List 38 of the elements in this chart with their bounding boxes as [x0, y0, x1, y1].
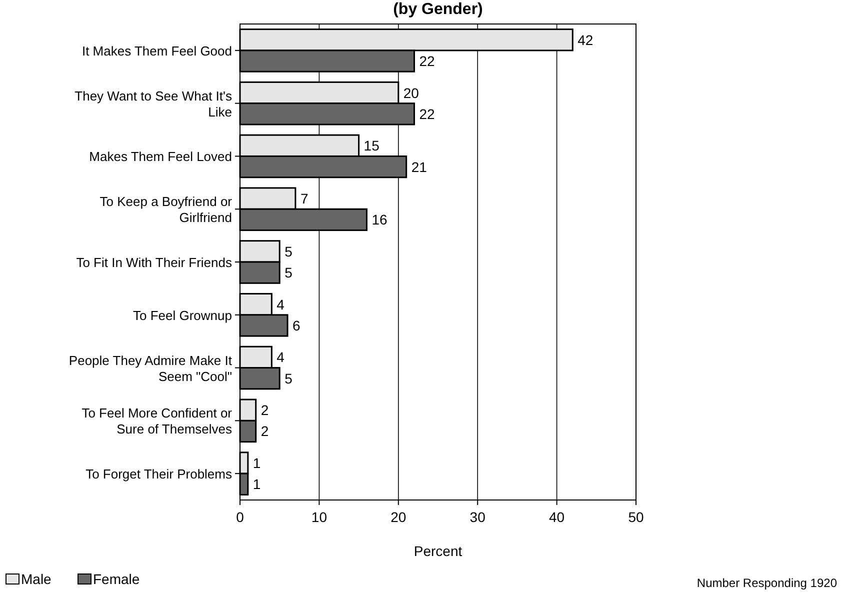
chart-title: (by Gender): [393, 1, 483, 18]
text: Number Responding 1920: [696, 576, 838, 590]
data-label: 4: [276, 349, 285, 366]
y-tick-label: To Fit In With Their Friends: [76, 255, 232, 270]
data-label: 5: [284, 264, 293, 281]
data-label: 42: [578, 32, 594, 48]
legend-label: Female: [93, 571, 140, 587]
data-label: 6: [292, 317, 301, 334]
y-tick-label: To Feel More Confident or Sure of Themselves: [82, 406, 233, 437]
data-label: 20: [403, 84, 420, 101]
y-tick-label: They Want to See What It's Like: [74, 88, 232, 120]
data-label: 7: [300, 190, 308, 207]
data-label: 1: [252, 476, 261, 492]
data-label: 16: [372, 212, 388, 228]
data-label: 21: [411, 158, 428, 175]
y-tick-label: It Makes Them Feel Good: [82, 43, 232, 58]
x-tick-label: 20: [390, 509, 406, 525]
data-label: 15: [364, 138, 380, 154]
x-tick-label: 0: [236, 509, 244, 525]
x-tick-label: 30: [470, 509, 486, 525]
data-label: 2: [260, 423, 269, 440]
x-tick-label: 40: [549, 509, 565, 525]
y-tick-label: To Feel Grownup: [133, 308, 232, 323]
data-label: 1: [252, 454, 261, 471]
x-tick-label: 10: [311, 509, 328, 525]
data-label: 5: [284, 243, 293, 260]
y-tick-label: To Keep a Boyfriend or Girlfriend: [100, 194, 233, 226]
y-tick-label: Makes Them Feel Loved: [89, 149, 232, 164]
y-tick-label: To Forget Their Problems: [86, 466, 232, 482]
x-tick-label: 50: [628, 509, 644, 525]
data-label: 5: [284, 370, 293, 386]
data-label: 22: [419, 106, 436, 122]
data-label: 2: [260, 402, 269, 418]
data-label: 4: [276, 296, 285, 312]
data-label: 22: [419, 53, 436, 70]
legend-label: Male: [21, 571, 52, 587]
x-axis-title: Percent: [414, 543, 462, 559]
y-tick-label: People They Admire Make It Seem "Cool": [68, 352, 232, 384]
